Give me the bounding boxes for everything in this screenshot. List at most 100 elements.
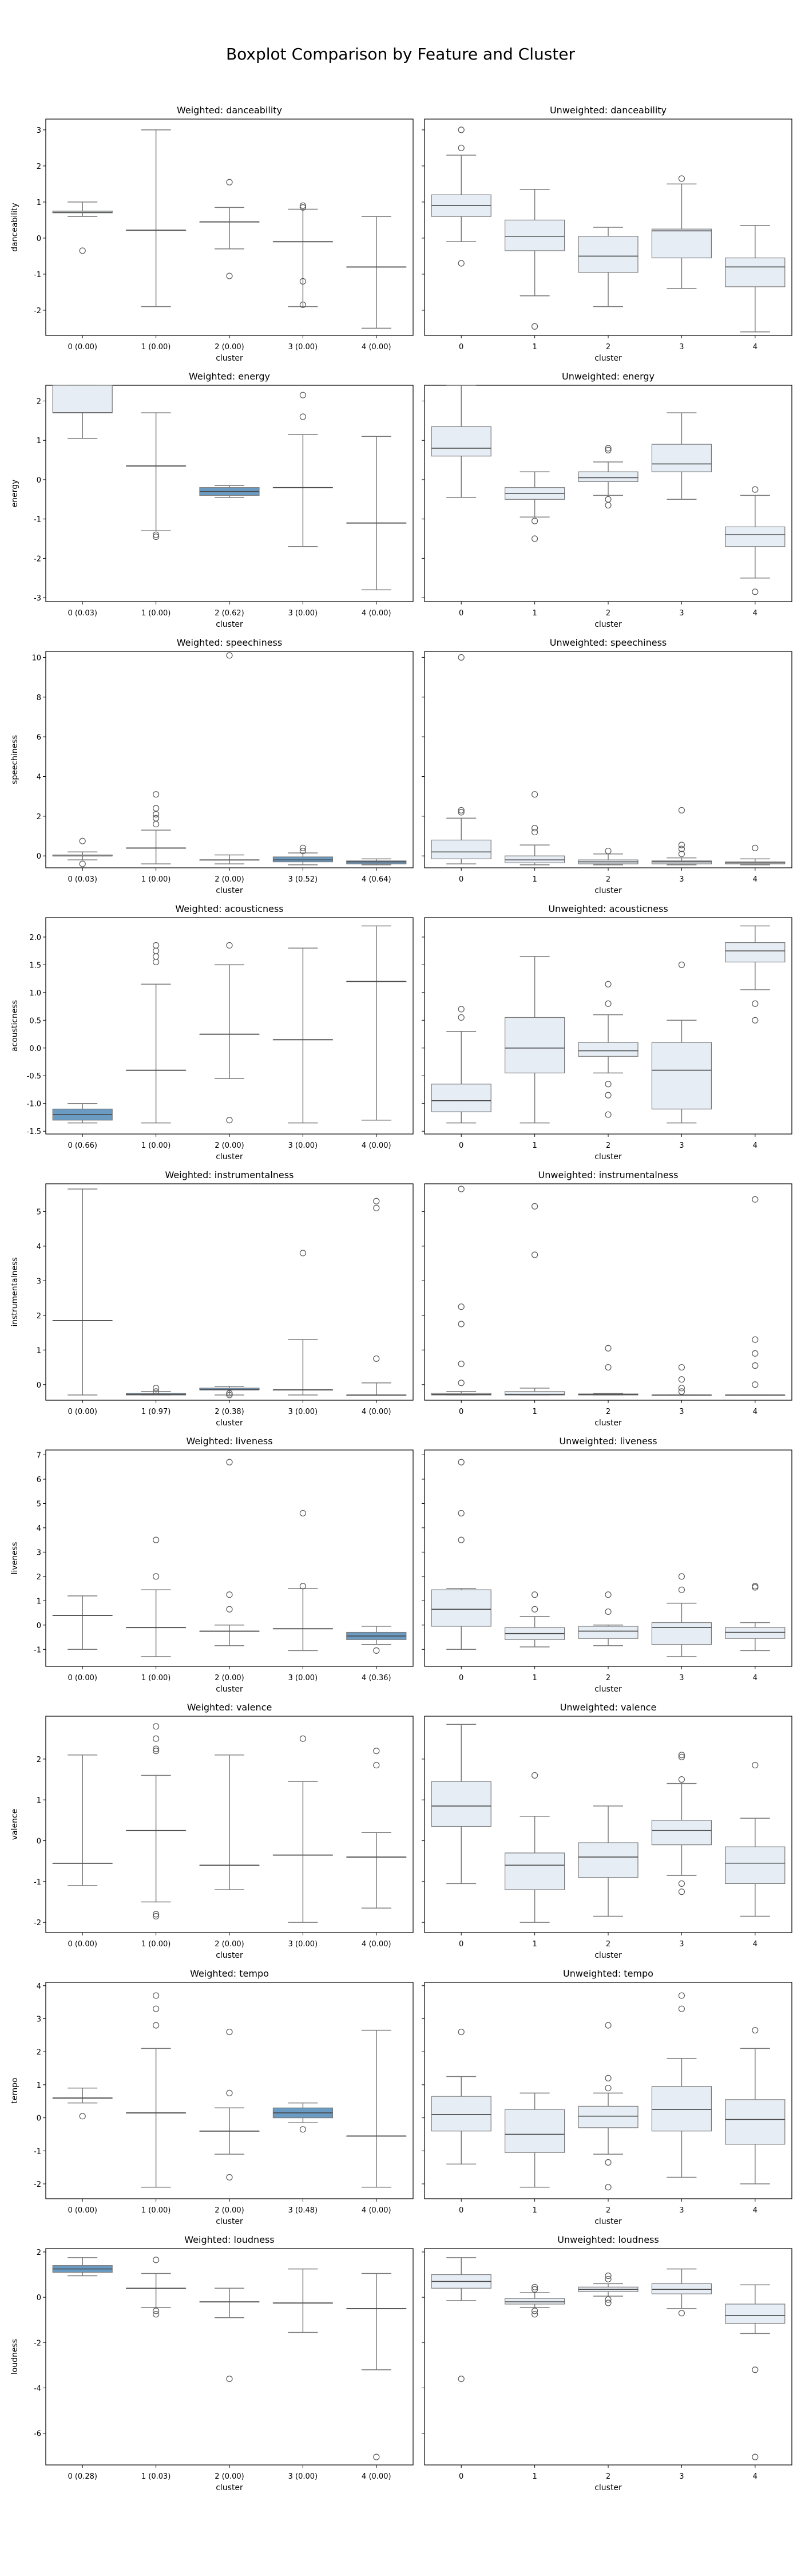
- flier-point: [153, 1573, 160, 1580]
- panel-title: Unweighted: liveness: [559, 1436, 657, 1447]
- box-iqr: [431, 2096, 491, 2132]
- box-4: 4 (0.64): [346, 858, 407, 884]
- box-2: 2: [578, 227, 639, 351]
- y-axis-label: instrumentalness: [10, 1257, 19, 1326]
- flier-point: [531, 1606, 538, 1613]
- box-1: 1 (0.00): [126, 942, 187, 1150]
- flier-point: [153, 533, 160, 540]
- flier-point: [226, 1392, 233, 1398]
- y-tick-label: 0: [37, 2115, 41, 2123]
- x-tick-label: 1: [532, 1674, 537, 1682]
- flier-point: [458, 807, 465, 814]
- x-tick-label: 0 (0.00): [68, 343, 97, 351]
- x-axis-label: cluster: [594, 354, 622, 363]
- x-tick-label: 4: [753, 1141, 758, 1150]
- box-iqr: [504, 2109, 565, 2153]
- box-iqr: [725, 942, 786, 963]
- panel-unweighted-instrumentalness: Unweighted: instrumentalness cluster 0 1 2 3 4: [422, 1170, 792, 1428]
- flier-point: [531, 825, 538, 832]
- y-tick-label: 0: [37, 1622, 41, 1630]
- y-tick-label: 3: [37, 1277, 41, 1286]
- y-tick-label: 3: [37, 2015, 41, 2024]
- flier-point: [458, 144, 465, 151]
- panel-weighted-liveness: Weighted: liveness -1 0 1 2 3 4 5 6 7 liveness clus…: [10, 1436, 414, 1694]
- y-tick-label: 4: [37, 1243, 41, 1251]
- flier-point: [458, 1360, 465, 1368]
- flier-point: [79, 837, 86, 844]
- flier-point: [153, 1735, 160, 1742]
- box-2: 2: [578, 1345, 639, 1416]
- flier-point: [678, 1776, 685, 1783]
- box-1: 1 (0.00): [126, 129, 187, 351]
- x-tick-label: 2 (0.00): [215, 1940, 244, 1949]
- flier-point: [299, 1250, 307, 1257]
- x-tick-label: 4 (0.00): [362, 2206, 391, 2215]
- flier-point: [299, 847, 307, 855]
- flier-point: [605, 1608, 612, 1615]
- flier-point: [79, 2113, 86, 2120]
- box-iqr: [725, 526, 786, 547]
- y-tick-label: 1: [37, 1597, 41, 1606]
- x-tick-label: 4 (0.00): [362, 2472, 391, 2481]
- box-iqr: [725, 2099, 786, 2145]
- flier-point: [153, 942, 160, 949]
- x-tick-label: 3 (0.00): [288, 1141, 318, 1150]
- panel-weighted-instrumentalness: Weighted: instrumentalness 0 1 2 3 4 5 instrume…: [10, 1170, 414, 1428]
- flier-point: [153, 2005, 160, 2012]
- x-axis-label: cluster: [594, 1419, 622, 1428]
- flier-point: [153, 958, 160, 966]
- x-tick-label: 3: [679, 1940, 684, 1949]
- box-1: 1: [504, 1591, 565, 1682]
- plot-frame: [45, 2248, 414, 2466]
- box-iqr: [651, 860, 712, 864]
- flier-point: [153, 1723, 160, 1730]
- x-tick-label: 2: [606, 875, 610, 884]
- flier-point: [458, 1186, 465, 1192]
- y-tick-label: 1.0: [29, 989, 41, 998]
- flier-point: [299, 413, 307, 420]
- flier-point: [678, 175, 685, 182]
- box-2: 2: [578, 2272, 639, 2481]
- panel-title: Weighted: loudness: [184, 2234, 274, 2245]
- flier-point: [226, 179, 233, 185]
- x-tick-label: 1: [532, 875, 537, 884]
- x-tick-label: 1: [532, 1408, 537, 1416]
- x-tick-label: 4: [753, 1940, 758, 1949]
- panel-weighted-danceability: Weighted: danceability -2 -1 0 1 2 3 danceabili…: [10, 105, 414, 363]
- x-tick-label: 2 (0.00): [215, 2472, 244, 2481]
- flier-point: [605, 2085, 612, 2092]
- x-axis-label: cluster: [594, 620, 622, 629]
- box-2: 2: [578, 981, 639, 1150]
- flier-point: [752, 844, 759, 851]
- y-tick-label: -4: [34, 2384, 41, 2393]
- y-tick-label: 0.0: [29, 1045, 41, 1053]
- flier-point: [531, 2308, 538, 2314]
- box-1: 1: [504, 1203, 565, 1416]
- panel-weighted-loudness: Weighted: loudness -6 -4 -2 0 2 loudness cluste…: [10, 2234, 414, 2492]
- flier-point: [153, 2308, 160, 2314]
- flier-point: [531, 791, 538, 798]
- x-tick-label: 1 (0.00): [141, 609, 171, 618]
- flier-point: [531, 517, 538, 524]
- y-tick-label: -2: [34, 307, 41, 315]
- y-tick-label: 7: [37, 1451, 41, 1460]
- panel-unweighted-liveness: Unweighted: liveness cluster 0 1 2 3 4: [422, 1436, 792, 1694]
- box-iqr: [651, 228, 712, 259]
- flier-point: [458, 1303, 465, 1310]
- panel-unweighted-loudness: Unweighted: loudness cluster 0 1 2 3 4: [422, 2234, 792, 2492]
- box-4: 4: [725, 2284, 786, 2481]
- flier-point: [605, 2275, 612, 2283]
- box-0: 0 (0.00): [52, 202, 113, 351]
- panel-unweighted-danceability: Unweighted: danceability cluster 0 1 2 3 4: [422, 105, 792, 363]
- box-4: 4: [725, 925, 786, 1150]
- panel-weighted-speechiness: Weighted: speechiness 0 2 4 6 8 10 speechiness c…: [10, 637, 414, 895]
- flier-point: [153, 1536, 160, 1543]
- y-tick-label: 3: [37, 127, 41, 135]
- panel-title: Weighted: instrumentalness: [165, 1170, 294, 1180]
- x-axis-label: cluster: [594, 2217, 622, 2226]
- plot-frame: [424, 1183, 792, 1401]
- flier-point: [373, 1748, 380, 1755]
- y-tick-label: 4: [37, 1982, 41, 1991]
- flier-point: [226, 1117, 233, 1124]
- flier-point: [153, 821, 160, 828]
